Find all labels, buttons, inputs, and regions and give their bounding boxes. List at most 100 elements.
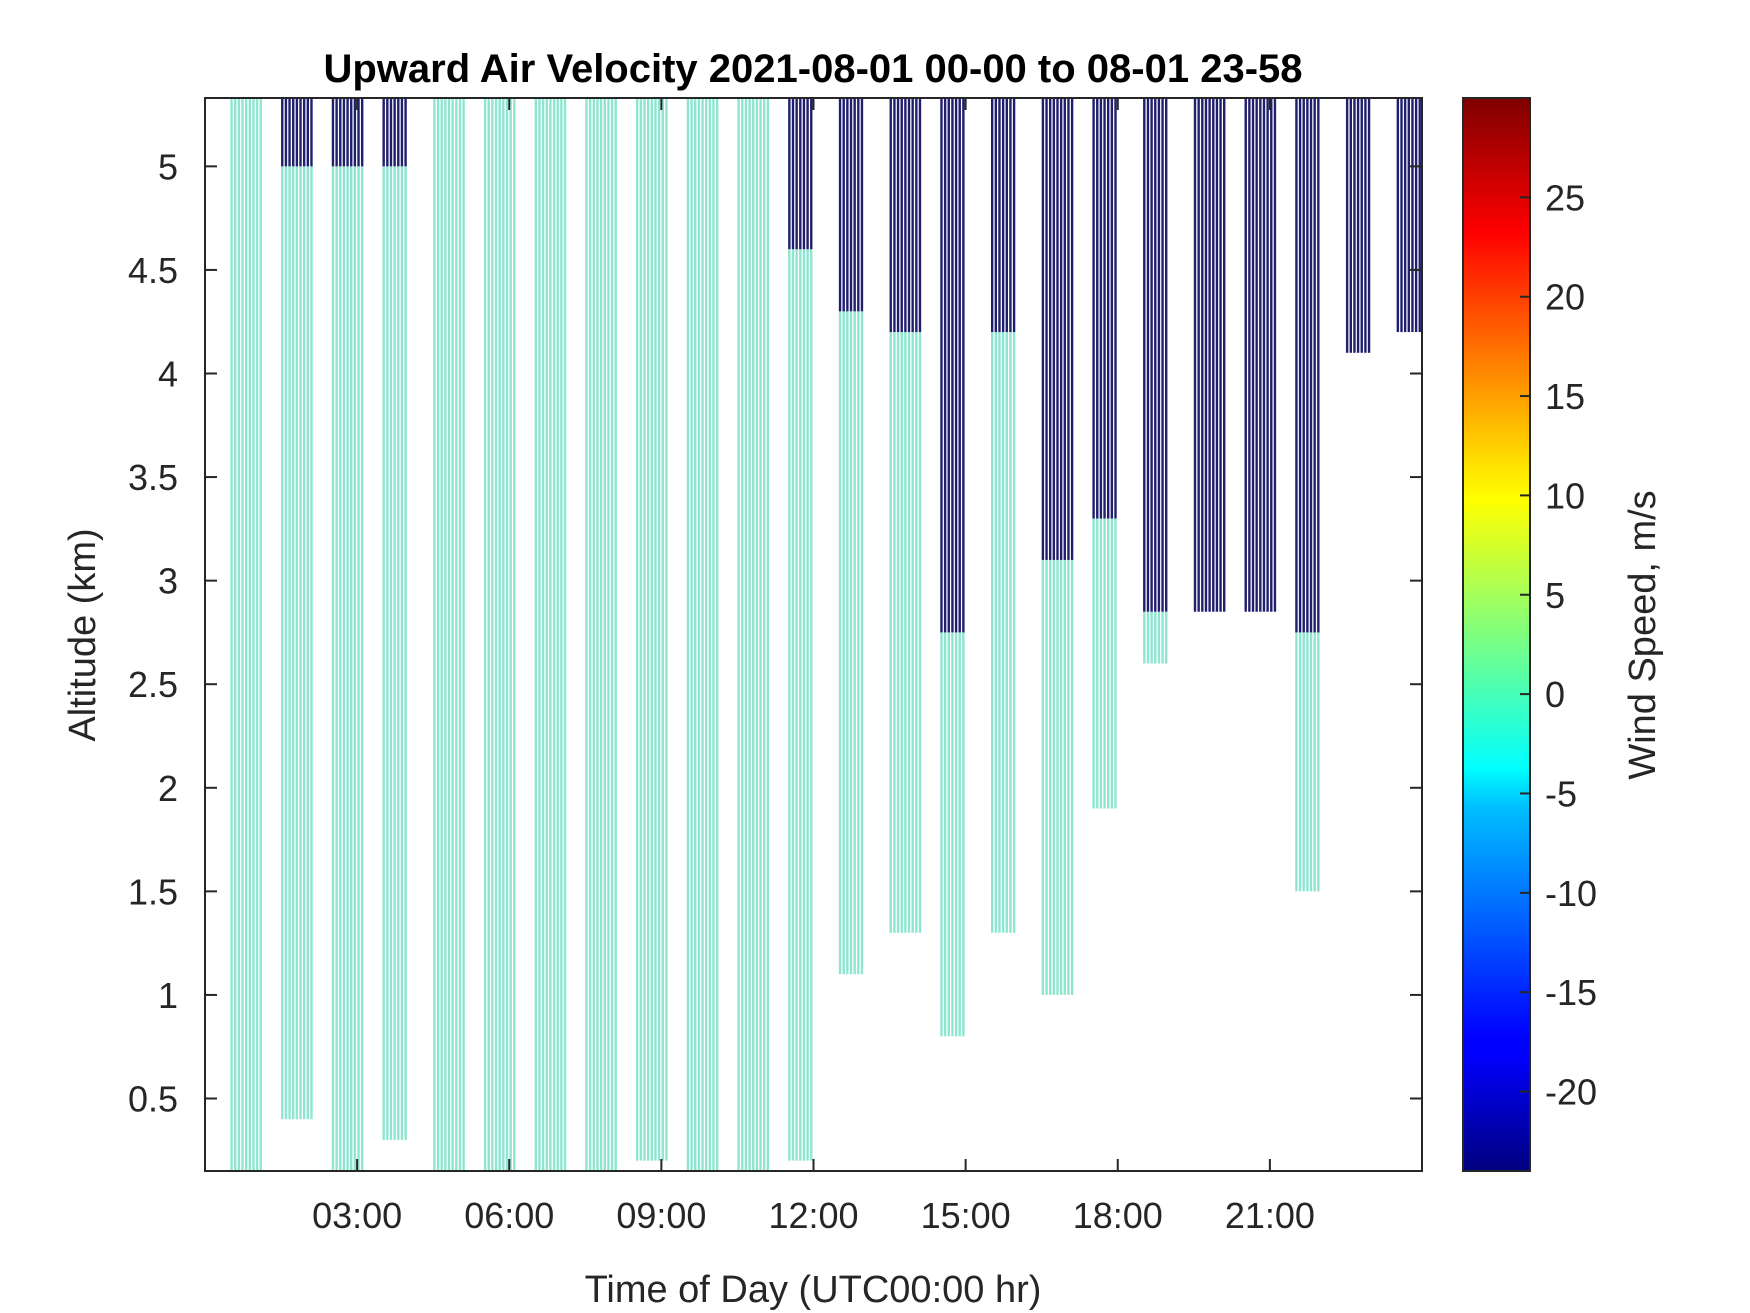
heatmap-profile-down <box>1096 98 1099 519</box>
heatmap-profile-low <box>436 98 440 1171</box>
heatmap-profile-down <box>382 98 385 167</box>
heatmap-profile-down <box>940 98 943 633</box>
heatmap-profile-low <box>661 98 664 1161</box>
colorbar-tick-label: -10 <box>1545 873 1597 914</box>
heatmap-profile-down <box>1012 98 1016 333</box>
heatmap-profile-low <box>1157 611 1161 664</box>
heatmap-profile-down <box>389 98 393 167</box>
heatmap-profile-low <box>842 311 845 975</box>
heatmap-profile-low <box>491 98 494 1171</box>
heatmap-profile-low <box>560 98 563 1171</box>
heatmap-profile-low <box>694 98 697 1171</box>
colorbar-tick-label: 10 <box>1545 475 1585 516</box>
heatmap-profile-low <box>896 332 900 933</box>
heatmap-profile-low <box>1295 632 1298 892</box>
heatmap-profile-low <box>766 98 770 1171</box>
heatmap-cells <box>230 98 1421 1171</box>
chart-title: Upward Air Velocity 2021-08-01 00-00 to … <box>323 47 1302 91</box>
heatmap-profile-low <box>549 98 552 1171</box>
heatmap-profile-down <box>1157 98 1161 612</box>
heatmap-profile-low <box>849 311 853 975</box>
heatmap-profile-down <box>918 98 922 333</box>
heatmap-profile-down <box>1201 98 1204 612</box>
heatmap-profile-down <box>350 98 353 167</box>
heatmap-profile-low <box>1001 332 1005 933</box>
heatmap-profile-down <box>310 98 313 167</box>
heatmap-profile-down <box>281 98 284 167</box>
heatmap-profile-down <box>346 98 349 167</box>
heatmap-profile-down <box>994 98 998 333</box>
heatmap-profile-low <box>802 249 806 1161</box>
heatmap-profile-down <box>404 98 407 167</box>
heatmap-profile-low <box>762 98 766 1171</box>
heatmap-profile-down <box>335 98 338 167</box>
heatmap-profile-low <box>1052 559 1056 995</box>
heatmap-profile-down <box>810 98 813 250</box>
heatmap-profile-low <box>1298 632 1302 892</box>
heatmap-profile-low <box>237 98 241 1171</box>
heatmap-profile-down <box>954 98 958 633</box>
heatmap-profile-low <box>752 98 755 1171</box>
heatmap-profile-down <box>1107 98 1110 519</box>
heatmap-profile-low <box>513 98 516 1171</box>
heatmap-profile-down <box>1414 98 1418 333</box>
heatmap-profile-down <box>907 98 911 333</box>
colorbar-tick-label: 20 <box>1545 277 1585 318</box>
heatmap-profile-low <box>502 98 505 1171</box>
colorbar-tick-label: 25 <box>1545 177 1585 218</box>
y-tick-label: 1 <box>158 975 178 1016</box>
heatmap-profile-low <box>1059 559 1063 995</box>
heatmap-profile-low <box>737 98 740 1171</box>
x-tick-label: 09:00 <box>616 1195 706 1236</box>
heatmap-profile-down <box>1295 98 1298 633</box>
heatmap-profile-low <box>1063 559 1066 995</box>
heatmap-profile-down <box>900 98 903 333</box>
heatmap-profile-low <box>918 332 922 933</box>
heatmap-profile-low <box>904 332 907 933</box>
heatmap-profile-low <box>755 98 759 1171</box>
colorbar <box>1462 97 1531 1172</box>
heatmap-profile-down <box>1059 98 1063 560</box>
heatmap-profile-low <box>603 98 606 1171</box>
heatmap-profile-down <box>1110 98 1114 519</box>
heatmap-profile-low <box>860 311 864 975</box>
heatmap-profile-low <box>795 249 798 1161</box>
heatmap-profile-down <box>1009 98 1012 333</box>
heatmap-profile-down <box>1154 98 1157 612</box>
heatmap-profile-down <box>842 98 845 312</box>
heatmap-profile-low <box>386 166 389 1140</box>
colorbar-tick-label: -5 <box>1545 773 1577 814</box>
heatmap-profile-low <box>505 98 509 1171</box>
heatmap-profile-low <box>585 98 588 1171</box>
heatmap-profile-low <box>708 98 712 1171</box>
heatmap-profile-low <box>954 632 958 1037</box>
heatmap-profile-down <box>990 98 994 333</box>
heatmap-profile-down <box>1048 98 1052 560</box>
heatmap-profile-low <box>281 166 284 1120</box>
y-tick-label: 5 <box>158 146 178 187</box>
heatmap-profile-low <box>498 98 501 1171</box>
heatmap-profile-down <box>1353 98 1356 353</box>
heatmap-profile-down <box>1063 98 1066 560</box>
heatmap-profile-down <box>1143 98 1146 612</box>
heatmap-profile-low <box>646 98 650 1161</box>
heatmap-profile-down <box>791 98 795 250</box>
heatmap-profile-low <box>810 249 813 1161</box>
heatmap-profile-low <box>1110 518 1114 809</box>
heatmap-profile-down <box>1262 98 1266 612</box>
heatmap-profile-low <box>1096 518 1099 809</box>
heatmap-profile-low <box>947 632 950 1037</box>
heatmap-profile-down <box>853 98 856 312</box>
heatmap-profile-low <box>342 166 346 1171</box>
x-tick-label: 12:00 <box>768 1195 858 1236</box>
heatmap-profile-low <box>241 98 244 1171</box>
heatmap-profile-down <box>998 98 1001 333</box>
heatmap-profile-low <box>911 332 914 933</box>
heatmap-profile-low <box>893 332 896 933</box>
heatmap-profile-low <box>400 166 404 1140</box>
heatmap-profile-low <box>1009 332 1012 933</box>
heatmap-profile-low <box>248 98 252 1171</box>
heatmap-profile-down <box>806 98 809 250</box>
heatmap-profile-down <box>893 98 896 333</box>
heatmap-profile-low <box>940 632 943 1037</box>
